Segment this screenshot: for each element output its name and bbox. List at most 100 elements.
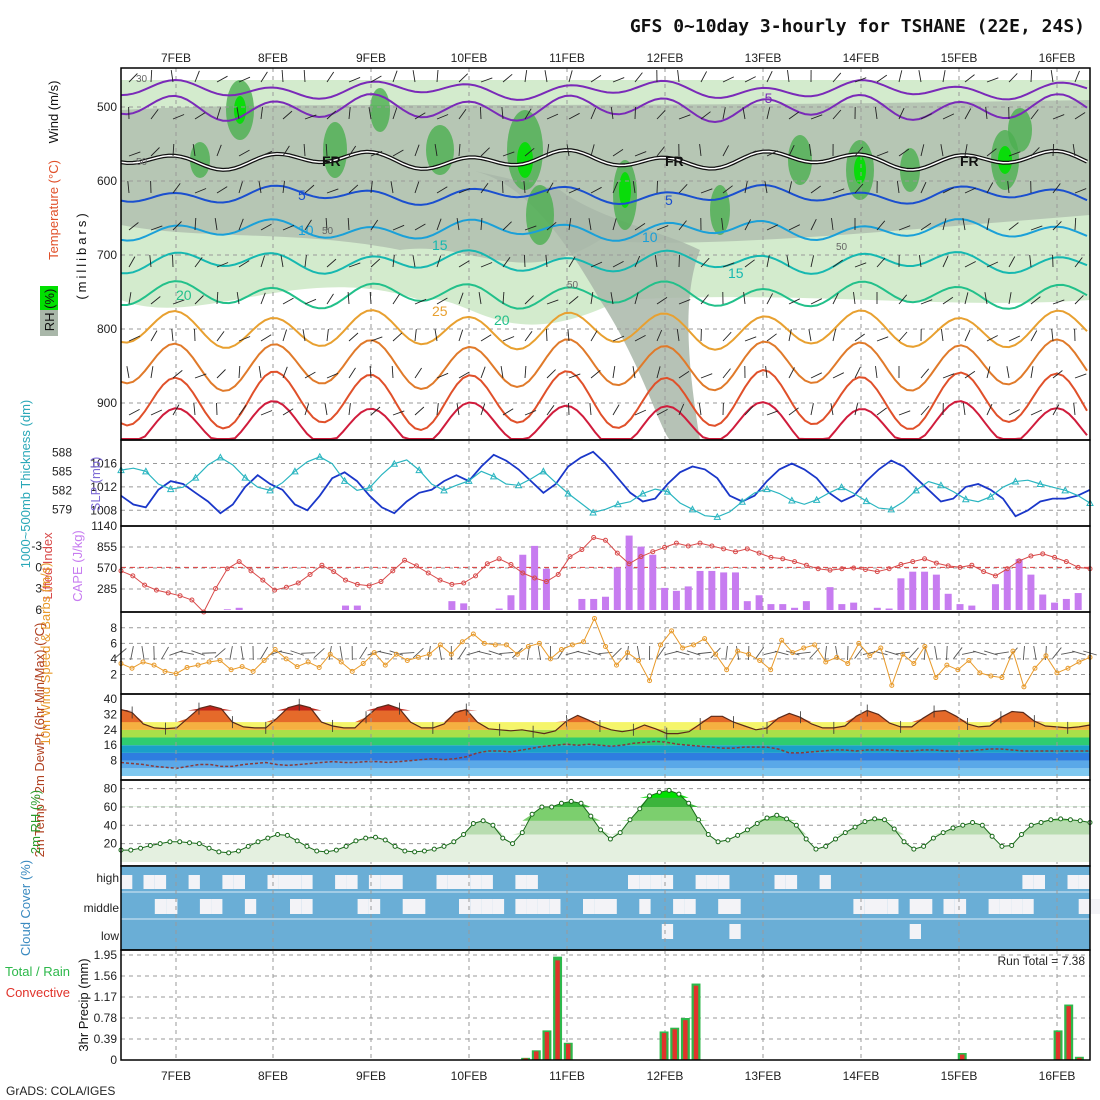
wind-speed-marker — [636, 657, 642, 663]
wind-barb — [458, 371, 470, 379]
lifted-index-marker — [957, 564, 963, 570]
wind-barb-10m — [499, 651, 514, 655]
contour-label: 50 — [836, 242, 848, 253]
wind-barb — [676, 329, 680, 342]
wind-speed-marker — [735, 648, 741, 654]
wind-barb — [722, 76, 734, 83]
wind-speed-marker — [514, 651, 520, 657]
lifted-index-marker — [532, 575, 538, 581]
contour-label: FR — [322, 153, 341, 169]
wind-barb — [590, 186, 602, 194]
wind-barb — [480, 77, 493, 83]
cloud-cover-block — [301, 899, 313, 914]
cloud-cover-block — [233, 875, 245, 889]
wind-barb — [524, 108, 532, 120]
precip-tick-label: 0.78 — [94, 1011, 118, 1025]
cape-bar — [672, 590, 680, 610]
wind-barb — [656, 180, 658, 194]
wind-barb — [788, 224, 800, 231]
wind-barb — [1030, 330, 1038, 342]
thickness-tick-label: 585 — [52, 464, 72, 478]
wind-barb — [282, 110, 293, 120]
wind-barb — [632, 181, 636, 194]
thickness-marker — [564, 489, 573, 497]
chart-title: GFS 0~10day 3-hourly for TSHANE (22E, 24… — [630, 16, 1085, 37]
cloud-cover-block — [729, 924, 741, 939]
wind-speed-marker — [272, 647, 278, 653]
wind-barb — [436, 69, 439, 83]
lifted-index-marker — [260, 577, 266, 583]
cape-bar — [519, 554, 527, 610]
cape-tick-label: 285 — [97, 582, 117, 596]
lifted-index-marker — [992, 573, 998, 579]
wind-tick-label: 4 — [110, 652, 117, 666]
wind-speed-marker — [305, 659, 311, 665]
rh2m-marker — [343, 843, 349, 849]
x-date-label-top: 16FEB — [1039, 51, 1076, 65]
wind-barb-10m — [202, 652, 217, 654]
cape-bar — [613, 567, 621, 610]
cloud-cover-block — [301, 875, 313, 889]
rh2m-marker — [695, 817, 701, 823]
thickness-marker — [514, 481, 523, 489]
cape-bar — [1015, 559, 1023, 610]
wind-barb — [236, 107, 240, 120]
wind-barb — [876, 407, 887, 416]
cape-bar — [956, 604, 964, 610]
wind-barb — [1074, 188, 1087, 194]
wind-barb — [854, 262, 867, 268]
wind-barb-10m — [908, 647, 919, 659]
wind-barb — [920, 299, 933, 305]
wind-barb — [260, 255, 266, 268]
rh2m-marker — [490, 822, 496, 828]
wind-barb — [920, 113, 932, 120]
wind-barb-10m — [191, 650, 205, 656]
wind-barb — [500, 366, 504, 379]
wind-barb-10m — [488, 650, 503, 656]
precip-convective-bar — [661, 1033, 667, 1060]
wind-barb-10m — [961, 651, 976, 655]
wind-barb — [348, 332, 359, 342]
wind-barb-10m — [290, 650, 304, 656]
wind-barb — [282, 224, 295, 231]
wind-barb — [786, 255, 790, 268]
wind-barb — [546, 405, 555, 416]
y-axis-label-thickness: 1000~500mb Thickness (dm) — [18, 400, 33, 569]
wind-barb — [1008, 409, 1020, 416]
wind-barb-10m — [427, 646, 431, 660]
wind-barb — [920, 368, 930, 379]
wind-barb — [282, 329, 288, 342]
thickness-marker — [1036, 479, 1045, 487]
lifted-index-marker — [614, 550, 620, 556]
wind-barb — [634, 292, 639, 305]
cape-bar — [838, 604, 846, 610]
wind-barb — [171, 329, 174, 342]
cape-bar — [791, 607, 799, 610]
lifted-index-marker — [354, 581, 360, 587]
rh2m-marker — [510, 841, 516, 847]
wind-barb — [722, 185, 733, 194]
wind-barb — [744, 150, 756, 157]
rh2m-marker — [284, 832, 290, 838]
wind-barb — [588, 218, 592, 231]
cloud-cover-block — [481, 875, 493, 889]
cloud-cover-block — [718, 875, 730, 889]
isotherm-line — [120, 218, 1088, 242]
wind-barb-10m — [994, 651, 1009, 655]
wind-barb — [150, 409, 163, 416]
cloud-cover-block — [583, 899, 595, 914]
wind-barb — [700, 71, 707, 83]
wind-barb — [546, 221, 557, 231]
wind-speed-marker — [900, 651, 906, 657]
rh2m-marker — [461, 831, 467, 837]
y-axis-label-precip: 3hr Precip (mm) — [76, 958, 91, 1051]
lifted-index-marker — [378, 579, 384, 585]
cape-bar — [991, 584, 999, 610]
x-date-label-top: 7FEB — [161, 51, 191, 65]
y-axis-label-temp: 2m Temp / 2m DewPt (6hr Min/Max) (°C) — [32, 623, 47, 858]
cloud-cover-block — [650, 875, 662, 889]
rh-green-blob — [190, 142, 210, 178]
wind-barb-10m — [953, 647, 963, 659]
wind-barb — [414, 406, 425, 416]
cape-bar — [601, 596, 610, 610]
